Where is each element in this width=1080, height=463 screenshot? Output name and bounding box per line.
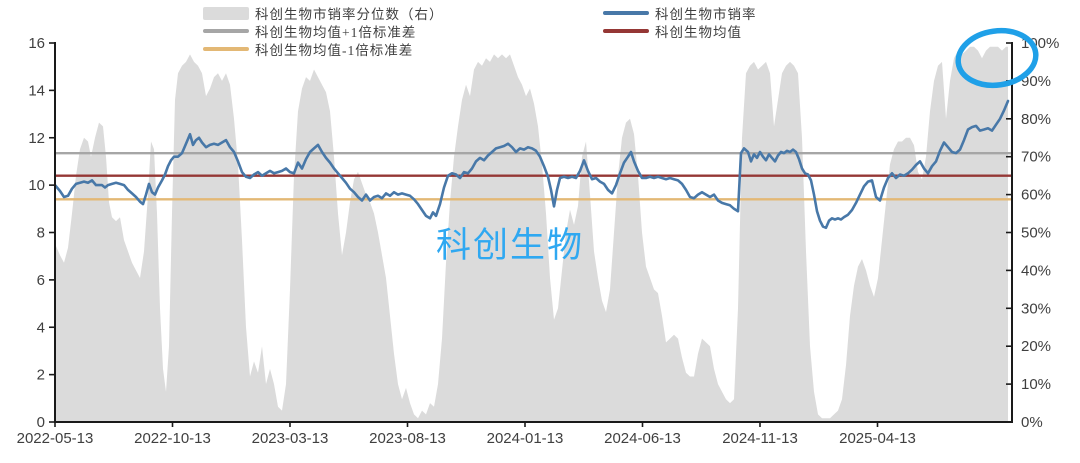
- highlight-circle-annotation: [955, 27, 1039, 89]
- y-right-tick-label: 50%: [1021, 225, 1051, 242]
- legend-label-ps-ratio: 科创生物市销率: [655, 7, 757, 22]
- legend-label-mean-plus-1sd: 科创生物均值+1倍标准差: [255, 25, 417, 40]
- legend-item-mean: 科创生物均值: [603, 22, 757, 40]
- y-right-tick-label: 30%: [1021, 300, 1051, 317]
- chart-legend-right: 科创生物市销率 科创生物均值: [603, 4, 757, 40]
- y-left-tick-label: 4: [37, 319, 45, 336]
- x-tick-label: 2024-01-13: [487, 430, 564, 447]
- x-tick-label: 2022-05-13: [17, 430, 94, 447]
- x-tick-label: 2023-03-13: [252, 430, 329, 447]
- y-left-tick-label: 12: [28, 130, 45, 147]
- y-right-tick-label: 60%: [1021, 187, 1051, 204]
- x-tick-label: 2024-06-13: [604, 430, 681, 447]
- legend-label-percentile: 科创生物市销率分位数（右）: [255, 7, 444, 22]
- red-line-swatch-icon: [603, 29, 649, 33]
- legend-label-mean-minus-1sd: 科创生物均值-1倍标准差: [255, 43, 414, 58]
- y-right-tick-label: 40%: [1021, 262, 1051, 279]
- legend-item-ps-ratio: 科创生物市销率: [603, 4, 757, 22]
- legend-item-mean-minus-1sd: 科创生物均值-1倍标准差: [203, 40, 444, 58]
- gray-line-swatch-icon: [203, 29, 249, 33]
- x-tick-label: 2025-04-13: [839, 430, 916, 447]
- y-left-tick-label: 0: [37, 414, 45, 431]
- y-right-tick-label: 90%: [1021, 73, 1051, 90]
- y-right-tick-label: 80%: [1021, 111, 1051, 128]
- orange-line-swatch-icon: [203, 47, 249, 51]
- x-tick-label: 2022-10-13: [134, 430, 211, 447]
- y-left-tick-label: 6: [37, 272, 45, 289]
- y-right-tick-label: 20%: [1021, 338, 1051, 355]
- chart-legend-left: 科创生物市销率分位数（右） 科创生物均值+1倍标准差 科创生物均值-1倍标准差: [203, 4, 444, 58]
- ps-ratio-line-series: [53, 99, 1010, 230]
- legend-label-mean: 科创生物均值: [655, 25, 742, 40]
- x-tick-label: 2023-08-13: [369, 430, 446, 447]
- watermark-text: 科创生物: [436, 226, 585, 265]
- legend-item-percentile: 科创生物市销率分位数（右）: [203, 4, 444, 22]
- y-left-tick-label: 16: [28, 35, 45, 52]
- x-tick-label: 2024-11-13: [722, 430, 798, 447]
- y-right-tick-label: 10%: [1021, 376, 1051, 393]
- y-left-tick-label: 2: [37, 367, 45, 384]
- y-left-tick-label: 8: [37, 225, 45, 242]
- y-right-tick-label: 70%: [1021, 149, 1051, 166]
- percentile-area-series: [55, 46, 1008, 423]
- y-right-tick-label: 0%: [1021, 414, 1043, 431]
- y-left-tick-label: 14: [28, 82, 45, 99]
- blue-line-swatch-icon: [603, 11, 649, 15]
- legend-item-mean-plus-1sd: 科创生物均值+1倍标准差: [203, 22, 444, 40]
- area-swatch-icon: [203, 6, 249, 20]
- y-left-tick-label: 10: [28, 177, 45, 194]
